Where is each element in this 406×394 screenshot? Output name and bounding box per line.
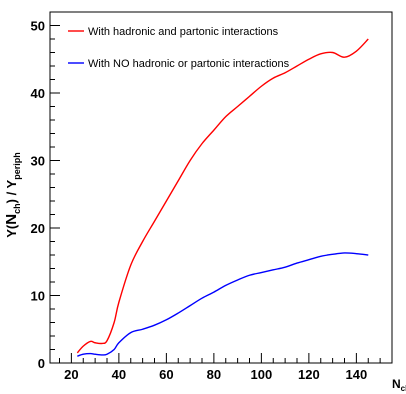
x-tick-label: 140 [346,367,368,382]
x-tick-label: 40 [112,367,126,382]
y-axis-label-n: N [3,214,20,225]
x-tick-label: 100 [251,367,273,382]
x-tick-label: 60 [159,367,173,382]
y-tick-label: 50 [31,19,45,34]
legend: With hadronic and partonic interactions W… [68,26,290,70]
y-tick-label: 40 [31,86,45,101]
x-axis-label-main: N [392,377,401,391]
x-tick-label: 80 [207,367,221,382]
x-axis-label-sub: ch [401,384,406,393]
x-tick-label: 20 [64,367,78,382]
y-axis-label-y-sub: periph [12,152,22,180]
series-line-2 [77,252,369,357]
y-axis-label-mid: ) / Y [4,179,19,203]
x-axis-label: Nch [392,377,406,393]
x-tick-label: 120 [298,367,320,382]
y-axis-label: Y(Nch) / Yperiph [3,152,22,237]
legend-label-1: With hadronic and partonic interactions [88,26,279,38]
y-tick-label: 30 [31,154,45,169]
y-axis-label-n-sub: ch [12,203,22,214]
y-axis-label-prefix: Y( [4,224,19,238]
series-lines [76,38,369,357]
y-tick-label: 0 [38,356,45,371]
y-tick-label: 10 [31,289,45,304]
y-tick-label: 20 [31,221,45,236]
axis-ticks: 20 40 60 80 100 120 140 0 10 20 30 40 50 [31,11,393,382]
series-line-1 [76,38,369,354]
legend-label-2: With NO hadronic or partonic interaction… [88,58,290,70]
